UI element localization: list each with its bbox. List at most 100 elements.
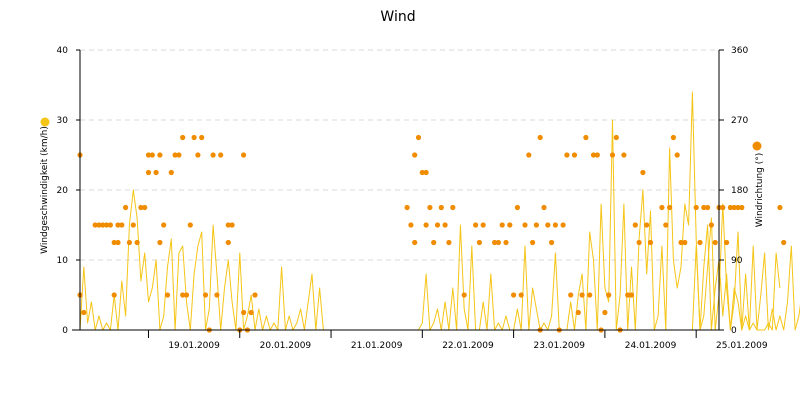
direction-point [153,169,159,176]
direction-point [712,239,718,246]
direction-point [241,152,247,158]
x-tick-label: 23.01.2009 [533,341,585,351]
direction-point [606,292,612,298]
direction-point [507,222,513,228]
direction-point [697,239,703,246]
direction-point [187,222,193,228]
direction-point [670,134,677,141]
direction-point [461,292,467,298]
direction-point [564,152,570,158]
chart-title: Wind [380,9,415,25]
direction-point [621,152,627,158]
direction-point [526,152,532,158]
left-axis-title: Windgeschwindigkeit (km/h) [40,126,50,254]
direction-point [492,239,498,246]
direction-point [404,204,410,211]
direction-point [431,239,437,246]
x-tick-label: 25.01.2009 [716,341,768,351]
direction-point [142,204,148,211]
direction-point [647,239,654,246]
direction-point [427,204,433,211]
direction-point [667,204,673,211]
x-tick-label: 19.01.2009 [168,341,220,351]
direction-point [628,292,635,298]
direction-point [708,222,715,228]
direction-point [609,152,616,158]
direction-point [415,134,422,141]
direction-point [575,309,581,316]
direction-point [450,204,456,211]
direction-point [202,292,209,298]
direction-point [412,239,418,246]
direction-point [241,309,247,316]
direction-point [195,152,201,158]
direction-point [214,292,220,298]
direction-point [225,239,231,246]
direction-point [613,134,619,141]
direction-point [632,222,638,228]
direction-point [438,204,444,211]
left-legend-marker [40,117,50,127]
direction-point [134,239,140,246]
direction-point [172,152,178,158]
direction-point [503,239,509,246]
left-tick-label: 0 [62,326,68,336]
direction-point [115,239,121,246]
direction-point [412,152,418,158]
direction-point [583,134,589,141]
direction-point [781,239,787,246]
left-tick-label: 30 [57,116,69,126]
right-axis-title: Windrichtung (°) [755,153,765,228]
direction-point [157,239,163,246]
direction-point [777,204,783,211]
direction-point [157,152,163,158]
right-tick-label: 360 [731,46,748,56]
direction-point [663,222,669,228]
direction-point [682,239,688,246]
direction-point [176,152,182,158]
right-tick-label: 270 [731,116,748,126]
direction-point [720,204,726,211]
direction-point [225,222,231,228]
speed-line-segment [691,224,781,331]
direction-point [731,204,737,211]
direction-point [446,239,452,246]
direction-point [180,134,186,141]
direction-point [533,222,540,228]
direction-point [81,309,87,316]
direction-point [560,222,566,228]
direction-point [568,292,574,298]
direction-point [145,152,152,158]
direction-point [495,239,501,246]
direction-point [476,239,482,246]
direction-point [119,222,125,228]
left-tick-label: 40 [57,46,69,56]
x-tick-label: 20.01.2009 [260,341,312,351]
direction-point [678,239,684,246]
direction-point [739,204,745,211]
direction-point [423,222,429,228]
direction-point [145,169,152,176]
direction-point [419,169,425,176]
direction-point [138,204,144,211]
direction-point [705,204,711,211]
direction-point [107,222,113,228]
left-tick-label: 20 [57,186,69,196]
direction-point [625,292,631,298]
direction-point [530,239,536,246]
direction-point [636,239,642,246]
direction-point [522,222,528,228]
x-tick-label: 24.01.2009 [625,341,677,351]
direction-point [183,292,190,298]
direction-point [442,222,448,228]
axes: 0 10 20 30 40 0 90 180 270 360 19.01.2009 20.01.200… [57,46,768,351]
direction-point [92,222,98,228]
direction-point [571,152,578,158]
direction-point [659,204,665,211]
direction-point [434,222,441,228]
direction-point [168,169,174,176]
direction-point [149,152,155,158]
direction-point [579,292,585,298]
